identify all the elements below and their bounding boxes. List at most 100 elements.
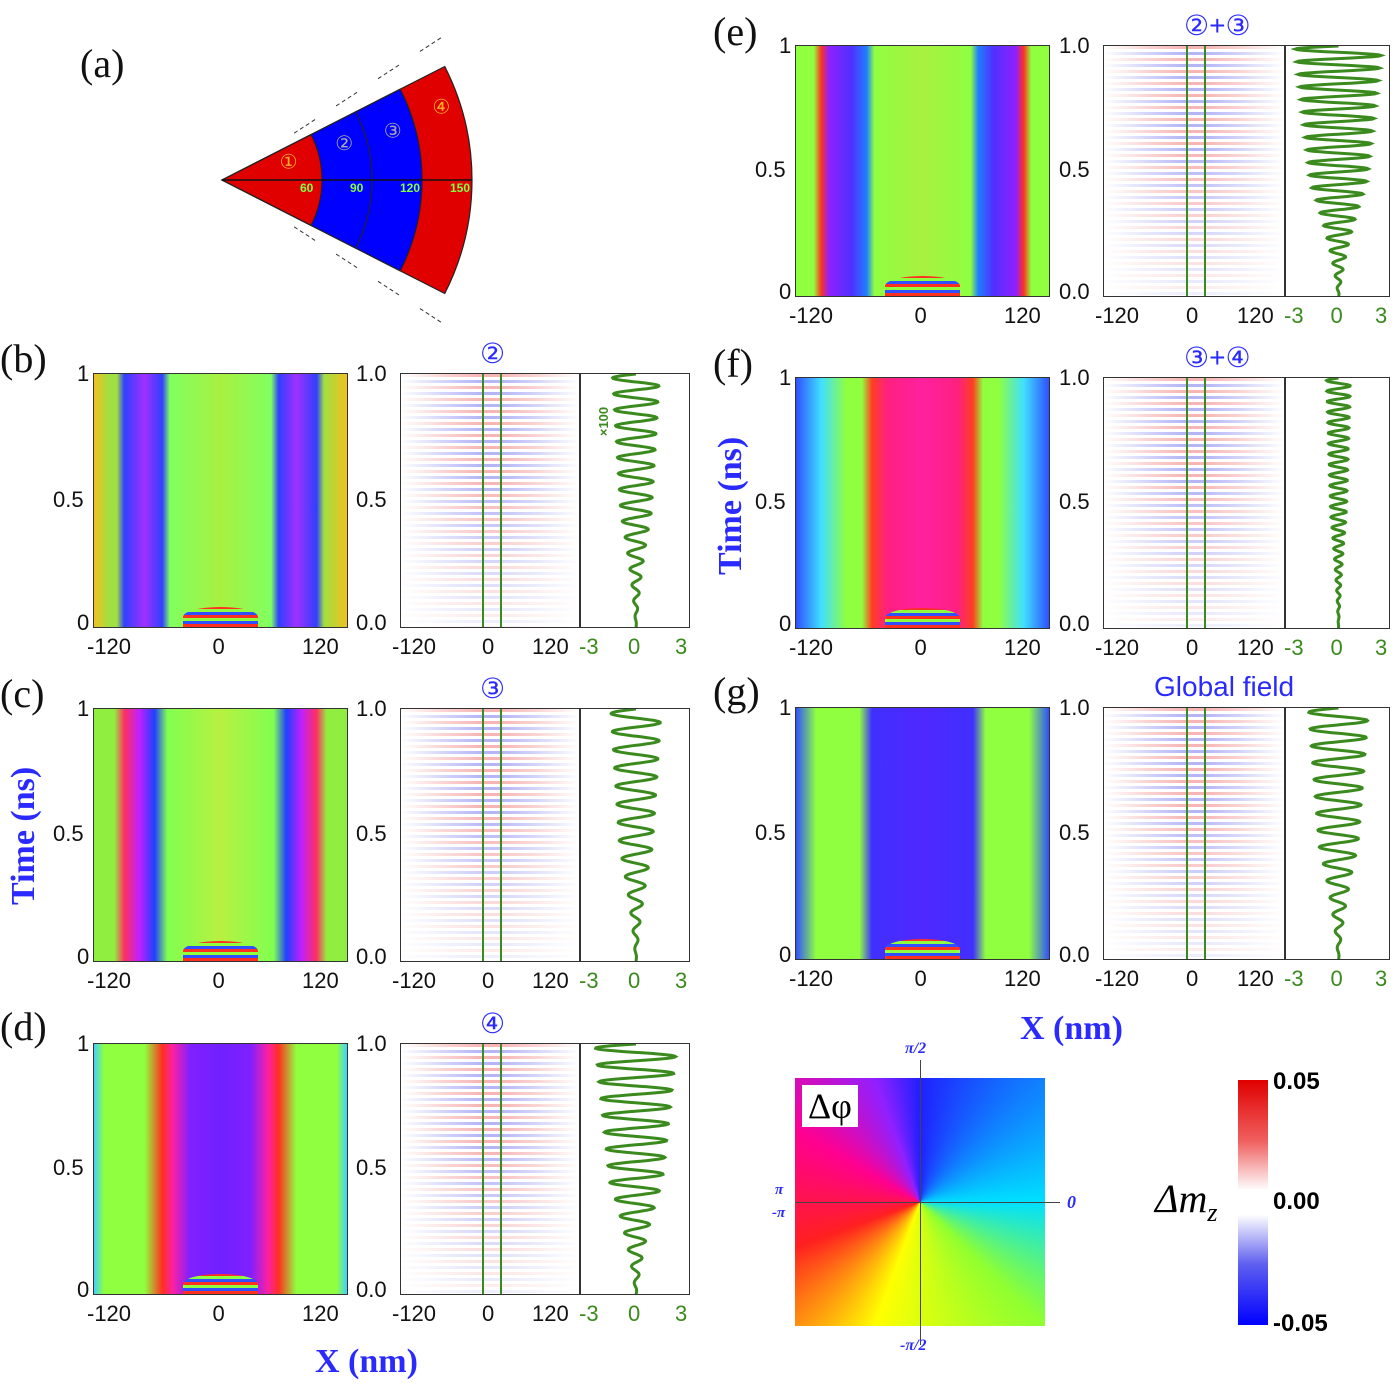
phase-left-top-label: π: [775, 1182, 784, 1198]
y-tick: 0.0: [1059, 279, 1090, 304]
x-tick: -120: [392, 634, 437, 659]
y-tick: 1.0: [356, 361, 387, 386]
field-map: [1103, 377, 1285, 629]
region-boundary-line: [500, 1044, 502, 1294]
panel-a-label: (a): [80, 41, 125, 86]
excitation-region: [884, 608, 961, 628]
x-tick: 120: [302, 634, 339, 659]
excitation-region: [182, 1274, 259, 1294]
x-tick: 0: [1330, 635, 1343, 660]
region-boundary-line: [1204, 708, 1207, 959]
y-tick: 0.5: [755, 489, 786, 514]
boundary-dash: [377, 280, 402, 297]
x-tick: 0: [482, 634, 495, 659]
panel-label: (c): [0, 671, 45, 716]
radius-label: 90: [350, 181, 364, 195]
oscillation-curve: [1290, 46, 1386, 296]
x-tick: 3: [1375, 966, 1388, 991]
phase-symbol: Δφ: [802, 1085, 858, 1127]
panel-label: (g): [713, 669, 760, 714]
x-tick: 0: [1330, 966, 1343, 991]
y-tick: 0.5: [1059, 489, 1090, 514]
y-tick: 0.5: [755, 819, 786, 845]
phase-bottom-label: -π/2: [900, 1337, 927, 1354]
phase-right-label: 0: [1067, 1192, 1076, 1212]
x-tick: -120: [87, 968, 132, 993]
panel-title: ②: [480, 338, 506, 369]
scale-note: ×100: [596, 406, 612, 437]
y-tick: 0: [77, 610, 90, 635]
y-tick: 0: [779, 942, 792, 967]
x-tick: 0: [212, 968, 225, 993]
oscillation-svg: [1306, 708, 1370, 959]
region-boundary-line: [482, 374, 484, 627]
region-boundary-line: [500, 709, 502, 961]
y-tick: 0.5: [356, 486, 387, 512]
excitation-region: [182, 940, 259, 961]
region-boundary-line: [1185, 708, 1188, 959]
panel-title: ④: [480, 1008, 506, 1039]
x-tick: 0: [1186, 635, 1199, 660]
x-tick: 120: [1237, 303, 1274, 328]
excitation-region: [884, 938, 961, 959]
field-fade: [401, 374, 579, 627]
x-axis-title-left: X (nm): [315, 1343, 418, 1380]
x-axis-title-right: X (nm): [1020, 1010, 1123, 1047]
oscillation-svg: [593, 1044, 679, 1294]
y-tick: 1.0: [1059, 33, 1090, 58]
oscillation-curve: [1324, 378, 1353, 628]
oscillation-svg: [1290, 46, 1386, 296]
panel-label: (d): [0, 1004, 47, 1049]
x-tick: -120: [1095, 635, 1140, 660]
panel-title: ③: [480, 673, 506, 704]
field-fade: [1104, 378, 1284, 628]
y-tick: 1: [77, 1031, 90, 1056]
colorbar-symbol: Δmz: [1155, 1175, 1218, 1228]
x-tick: 120: [1004, 966, 1041, 991]
x-tick: -3: [1284, 635, 1304, 660]
oscillation-curve: [1306, 708, 1370, 959]
panel-label: (e): [713, 9, 758, 54]
x-tick: 0: [628, 1301, 641, 1326]
oscillation-plot: [580, 708, 690, 962]
x-tick: 120: [532, 968, 569, 993]
oscillation-curve: [610, 374, 661, 627]
radius-label: 150: [450, 181, 470, 195]
oscillation-svg: [610, 374, 661, 627]
oscillation-curve: [609, 709, 662, 961]
x-tick: -120: [87, 634, 132, 659]
field-map: [1103, 707, 1285, 960]
phase-heatmap: [795, 707, 1050, 960]
x-tick: -120: [392, 1301, 437, 1326]
colorbar-max: 0.05: [1273, 1068, 1320, 1095]
field-fade: [401, 709, 579, 961]
boundary-dash: [293, 226, 318, 243]
y-tick: 0.0: [356, 610, 387, 635]
y-tick: 0: [779, 611, 792, 636]
x-tick: -3: [579, 968, 599, 993]
y-tick: 0.5: [1059, 819, 1090, 845]
panel-label: (f): [713, 341, 753, 386]
x-tick: 3: [1375, 303, 1388, 328]
x-tick: 3: [675, 634, 688, 659]
y-tick: 0.5: [356, 821, 387, 846]
x-tick: 0: [482, 1301, 495, 1326]
region-boundary-line: [482, 709, 484, 961]
radius-label: 60: [300, 181, 314, 195]
x-tick: 120: [1237, 966, 1274, 991]
y-tick: 0: [779, 279, 792, 304]
phase-top-label: π/2: [905, 1040, 927, 1057]
region-boundary-line: [500, 374, 502, 627]
y-tick: 1.0: [1059, 365, 1090, 390]
field-fade: [1104, 708, 1284, 959]
region-label: ④: [432, 95, 450, 119]
region-boundary-line: [1204, 46, 1207, 296]
y-tick: 0.0: [1059, 611, 1090, 636]
field-map: [1103, 45, 1285, 297]
x-tick: 120: [302, 1301, 339, 1326]
phase-heatmap: [795, 45, 1050, 297]
x-tick: -120: [1095, 966, 1140, 991]
y-axis-title-right: Time (ns): [712, 436, 749, 575]
y-axis-title-left: Time (ns): [5, 766, 42, 905]
x-tick: 120: [532, 634, 569, 659]
